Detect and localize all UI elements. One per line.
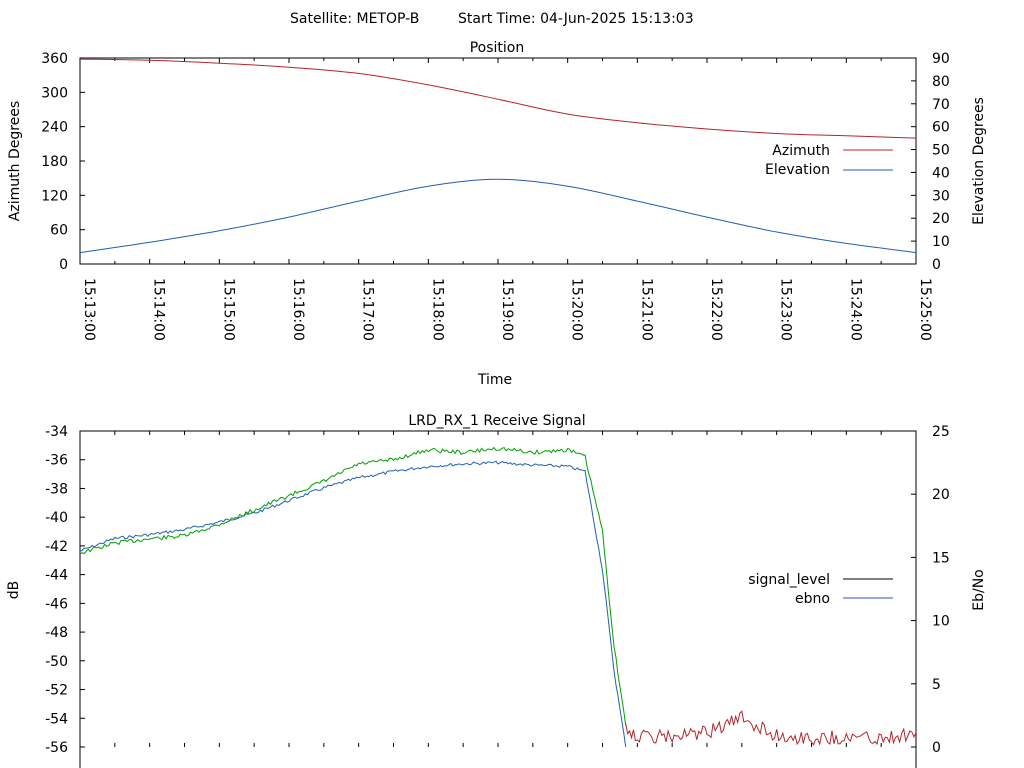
- start-time-label: Start Time: 04-Jun-2025 15:13:03: [458, 11, 694, 27]
- azimuth-tick-label: 120: [41, 188, 68, 204]
- time-axis-label: Time: [477, 372, 512, 388]
- elevation-line: [79, 178, 917, 254]
- elevation-tick-label: 10: [932, 234, 950, 250]
- elevation-tick-label: 70: [932, 97, 950, 113]
- legend-elevation-label: Elevation: [765, 162, 830, 178]
- ebno-tick-label: 15: [932, 550, 950, 566]
- time-tick-label: 15:19:00: [499, 278, 515, 341]
- position-chart: Position 0 60 120 180 240 300 360 0 10 20 30 40 50 60…: [7, 40, 987, 388]
- receive-signal-chart: LRD_RX_1 Receive Signal -56-54-52-50-48-…: [6, 413, 987, 768]
- signal-trace-red: [625, 710, 917, 746]
- azimuth-tick-label: 180: [41, 154, 68, 170]
- time-tick-label: 15:23:00: [778, 278, 794, 341]
- ebno-line: [79, 460, 627, 748]
- azimuth-axis-label: Azimuth Degrees: [7, 101, 23, 221]
- azimuth-tick-label: 60: [50, 223, 68, 239]
- db-tick-label: -38: [45, 481, 68, 497]
- time-tick-label: 15:14:00: [151, 278, 167, 341]
- elevation-tick-label: 50: [932, 143, 950, 159]
- db-tick-label: -56: [45, 740, 68, 756]
- signal-ticks: -56 -54 -52 -50 -48 -46 -44 -42 -40 -38 -36 -34 0 5 10…: [45, 424, 950, 756]
- position-ticks: 0 60 120 180 240 300 360 0 10 20 30 40 50 60 70 80 90 15:…: [41, 51, 950, 341]
- ebno-tick-label: 0: [932, 740, 941, 756]
- satellite-label: Satellite: METOP-B: [290, 11, 419, 27]
- db-tick-label: -52: [45, 683, 68, 699]
- azimuth-tick-label: 300: [41, 85, 68, 101]
- legend-ebno-label: ebno: [795, 591, 830, 607]
- db-tick-label: -54: [45, 711, 68, 727]
- elevation-tick-label: 80: [932, 74, 950, 90]
- signal-series: [79, 446, 917, 748]
- legend-signal-level-label: signal_level: [748, 572, 830, 588]
- elevation-tick-label: 90: [932, 51, 950, 67]
- ebno-tick-label: 10: [932, 614, 950, 630]
- position-chart-title: Position: [470, 40, 525, 56]
- ebno-tick-label: 5: [932, 677, 941, 693]
- ebno-tick-label: 20: [932, 487, 950, 503]
- db-tick-label: -42: [45, 539, 68, 555]
- db-axis-label: dB: [6, 581, 22, 600]
- signal-trace-green: [79, 446, 627, 726]
- elevation-tick-label: 60: [932, 120, 950, 136]
- signal-plot-frame: [79, 430, 917, 768]
- ebno-axis-label: Eb/No: [971, 569, 987, 611]
- time-tick-label: 15:16:00: [290, 278, 306, 341]
- db-tick-label: -36: [45, 453, 68, 469]
- time-tick-label: 15:17:00: [360, 278, 376, 341]
- elevation-tick-label: 30: [932, 188, 950, 204]
- db-tick-label: -50: [45, 654, 68, 670]
- elevation-tick-label: 0: [932, 257, 941, 273]
- time-tick-label: 15:25:00: [917, 278, 933, 341]
- db-tick-label: -46: [45, 596, 68, 612]
- azimuth-line: [79, 58, 917, 139]
- position-series: [79, 58, 917, 254]
- db-tick-label: -44: [45, 568, 68, 584]
- time-tick-label: 15:24:00: [847, 278, 863, 341]
- ebno-tick-label: 25: [932, 424, 950, 440]
- azimuth-tick-label: 0: [59, 257, 68, 273]
- db-tick-label: -40: [45, 510, 68, 526]
- elevation-tick-label: 40: [932, 165, 950, 181]
- elevation-axis-label: Elevation Degrees: [971, 97, 987, 225]
- legend-azimuth-label: Azimuth: [772, 143, 830, 159]
- time-tick-label: 15:15:00: [220, 278, 236, 341]
- receive-signal-title: LRD_RX_1 Receive Signal: [408, 413, 585, 429]
- db-tick-label: -34: [45, 424, 68, 440]
- time-tick-label: 15:22:00: [708, 278, 724, 341]
- time-tick-label: 15:18:00: [429, 278, 445, 341]
- time-tick-label: 15:20:00: [569, 278, 585, 341]
- azimuth-tick-label: 240: [41, 120, 68, 136]
- elevation-tick-label: 20: [932, 211, 950, 227]
- time-tick-label: 15:13:00: [81, 278, 97, 341]
- time-tick-label: 15:21:00: [638, 278, 654, 341]
- db-tick-label: -48: [45, 625, 68, 641]
- azimuth-tick-label: 360: [41, 51, 68, 67]
